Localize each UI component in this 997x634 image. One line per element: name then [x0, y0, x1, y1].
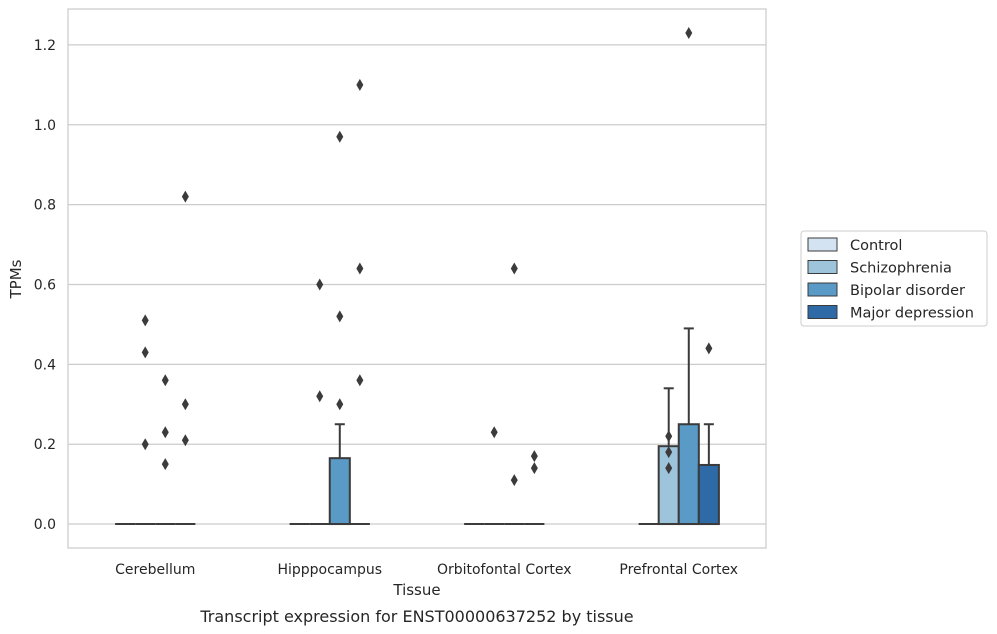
- box-body: [328, 457, 351, 526]
- outlier-point: [665, 430, 673, 443]
- outlier-point: [510, 262, 518, 275]
- outlier-point: [705, 342, 713, 355]
- x-tick-label: Orbitofontal Cortex: [437, 562, 572, 578]
- outlier-point: [336, 398, 344, 411]
- y-tick-label: 0.4: [34, 357, 56, 373]
- y-tick-label: 0.6: [34, 277, 56, 293]
- box-3-2: [677, 327, 700, 526]
- box-body: [697, 463, 720, 526]
- legend-swatch: [807, 282, 838, 297]
- outlier-point: [356, 374, 364, 387]
- outlier-point: [336, 130, 344, 143]
- chart-caption: Transcript expression for ENST0000063725…: [199, 607, 633, 626]
- outlier-point: [316, 390, 324, 403]
- outlier-point: [356, 262, 364, 275]
- x-tick-label: Cerebellum: [115, 562, 195, 578]
- y-axis-ticks: 0.0 0.2 0.4 0.6 0.8 1.0 1.2: [34, 38, 56, 533]
- legend-items: Control Schizophrenia Bipolar disorder Majo…: [807, 237, 974, 322]
- outlier-point: [665, 462, 673, 475]
- outlier-point: [161, 374, 169, 387]
- x-tick-label: Prefrontal Cortex: [619, 562, 738, 578]
- outlier-point: [685, 26, 693, 39]
- y-tick-label: 0.8: [34, 198, 56, 214]
- outlier-point: [316, 278, 324, 291]
- outlier-point: [181, 190, 189, 203]
- outlier-point: [510, 474, 518, 487]
- outlier-point: [141, 314, 149, 327]
- outlier-point: [181, 398, 189, 411]
- y-tick-label: 1.2: [34, 38, 56, 54]
- legend-frame: [800, 230, 988, 327]
- outlier-point: [490, 426, 498, 439]
- legend-label: Major depression: [850, 306, 974, 322]
- y-tick-label: 0.0: [34, 517, 56, 533]
- legend-swatch: [807, 305, 838, 319]
- box-3-3: [697, 423, 720, 526]
- x-axis-title: Tissue: [392, 581, 440, 599]
- plot-frame: [67, 8, 767, 549]
- legend-label: Bipolar disorder: [850, 283, 965, 299]
- outlier-point: [530, 462, 538, 475]
- x-axis-ticks: Cerebellum Hipppocampus Orbitofontal Corte…: [115, 562, 738, 578]
- box-body: [677, 423, 700, 526]
- x-tick-label: Hipppocampus: [277, 562, 382, 578]
- legend-swatch: [807, 237, 838, 252]
- legend-label: Control: [850, 238, 902, 254]
- box-1-2: [328, 423, 351, 526]
- boxes: [115, 327, 720, 526]
- legend-label: Schizophrenia: [850, 261, 952, 277]
- outlier-point: [356, 78, 364, 91]
- outlier-point: [141, 346, 149, 359]
- legend-swatch: [807, 260, 838, 274]
- outlier-point: [161, 426, 169, 439]
- outlier-point: [665, 446, 673, 459]
- y-tick-label: 0.2: [34, 437, 56, 453]
- outliers: [141, 26, 713, 487]
- legend: Control Schizophrenia Bipolar disorder Majo…: [800, 230, 988, 327]
- outlier-point: [161, 458, 169, 471]
- outlier-point: [181, 434, 189, 447]
- y-axis-title: TPMs: [7, 259, 25, 299]
- outlier-point: [336, 310, 344, 323]
- outlier-point: [141, 438, 149, 451]
- y-tick-label: 1.0: [34, 118, 56, 134]
- outlier-point: [530, 450, 538, 463]
